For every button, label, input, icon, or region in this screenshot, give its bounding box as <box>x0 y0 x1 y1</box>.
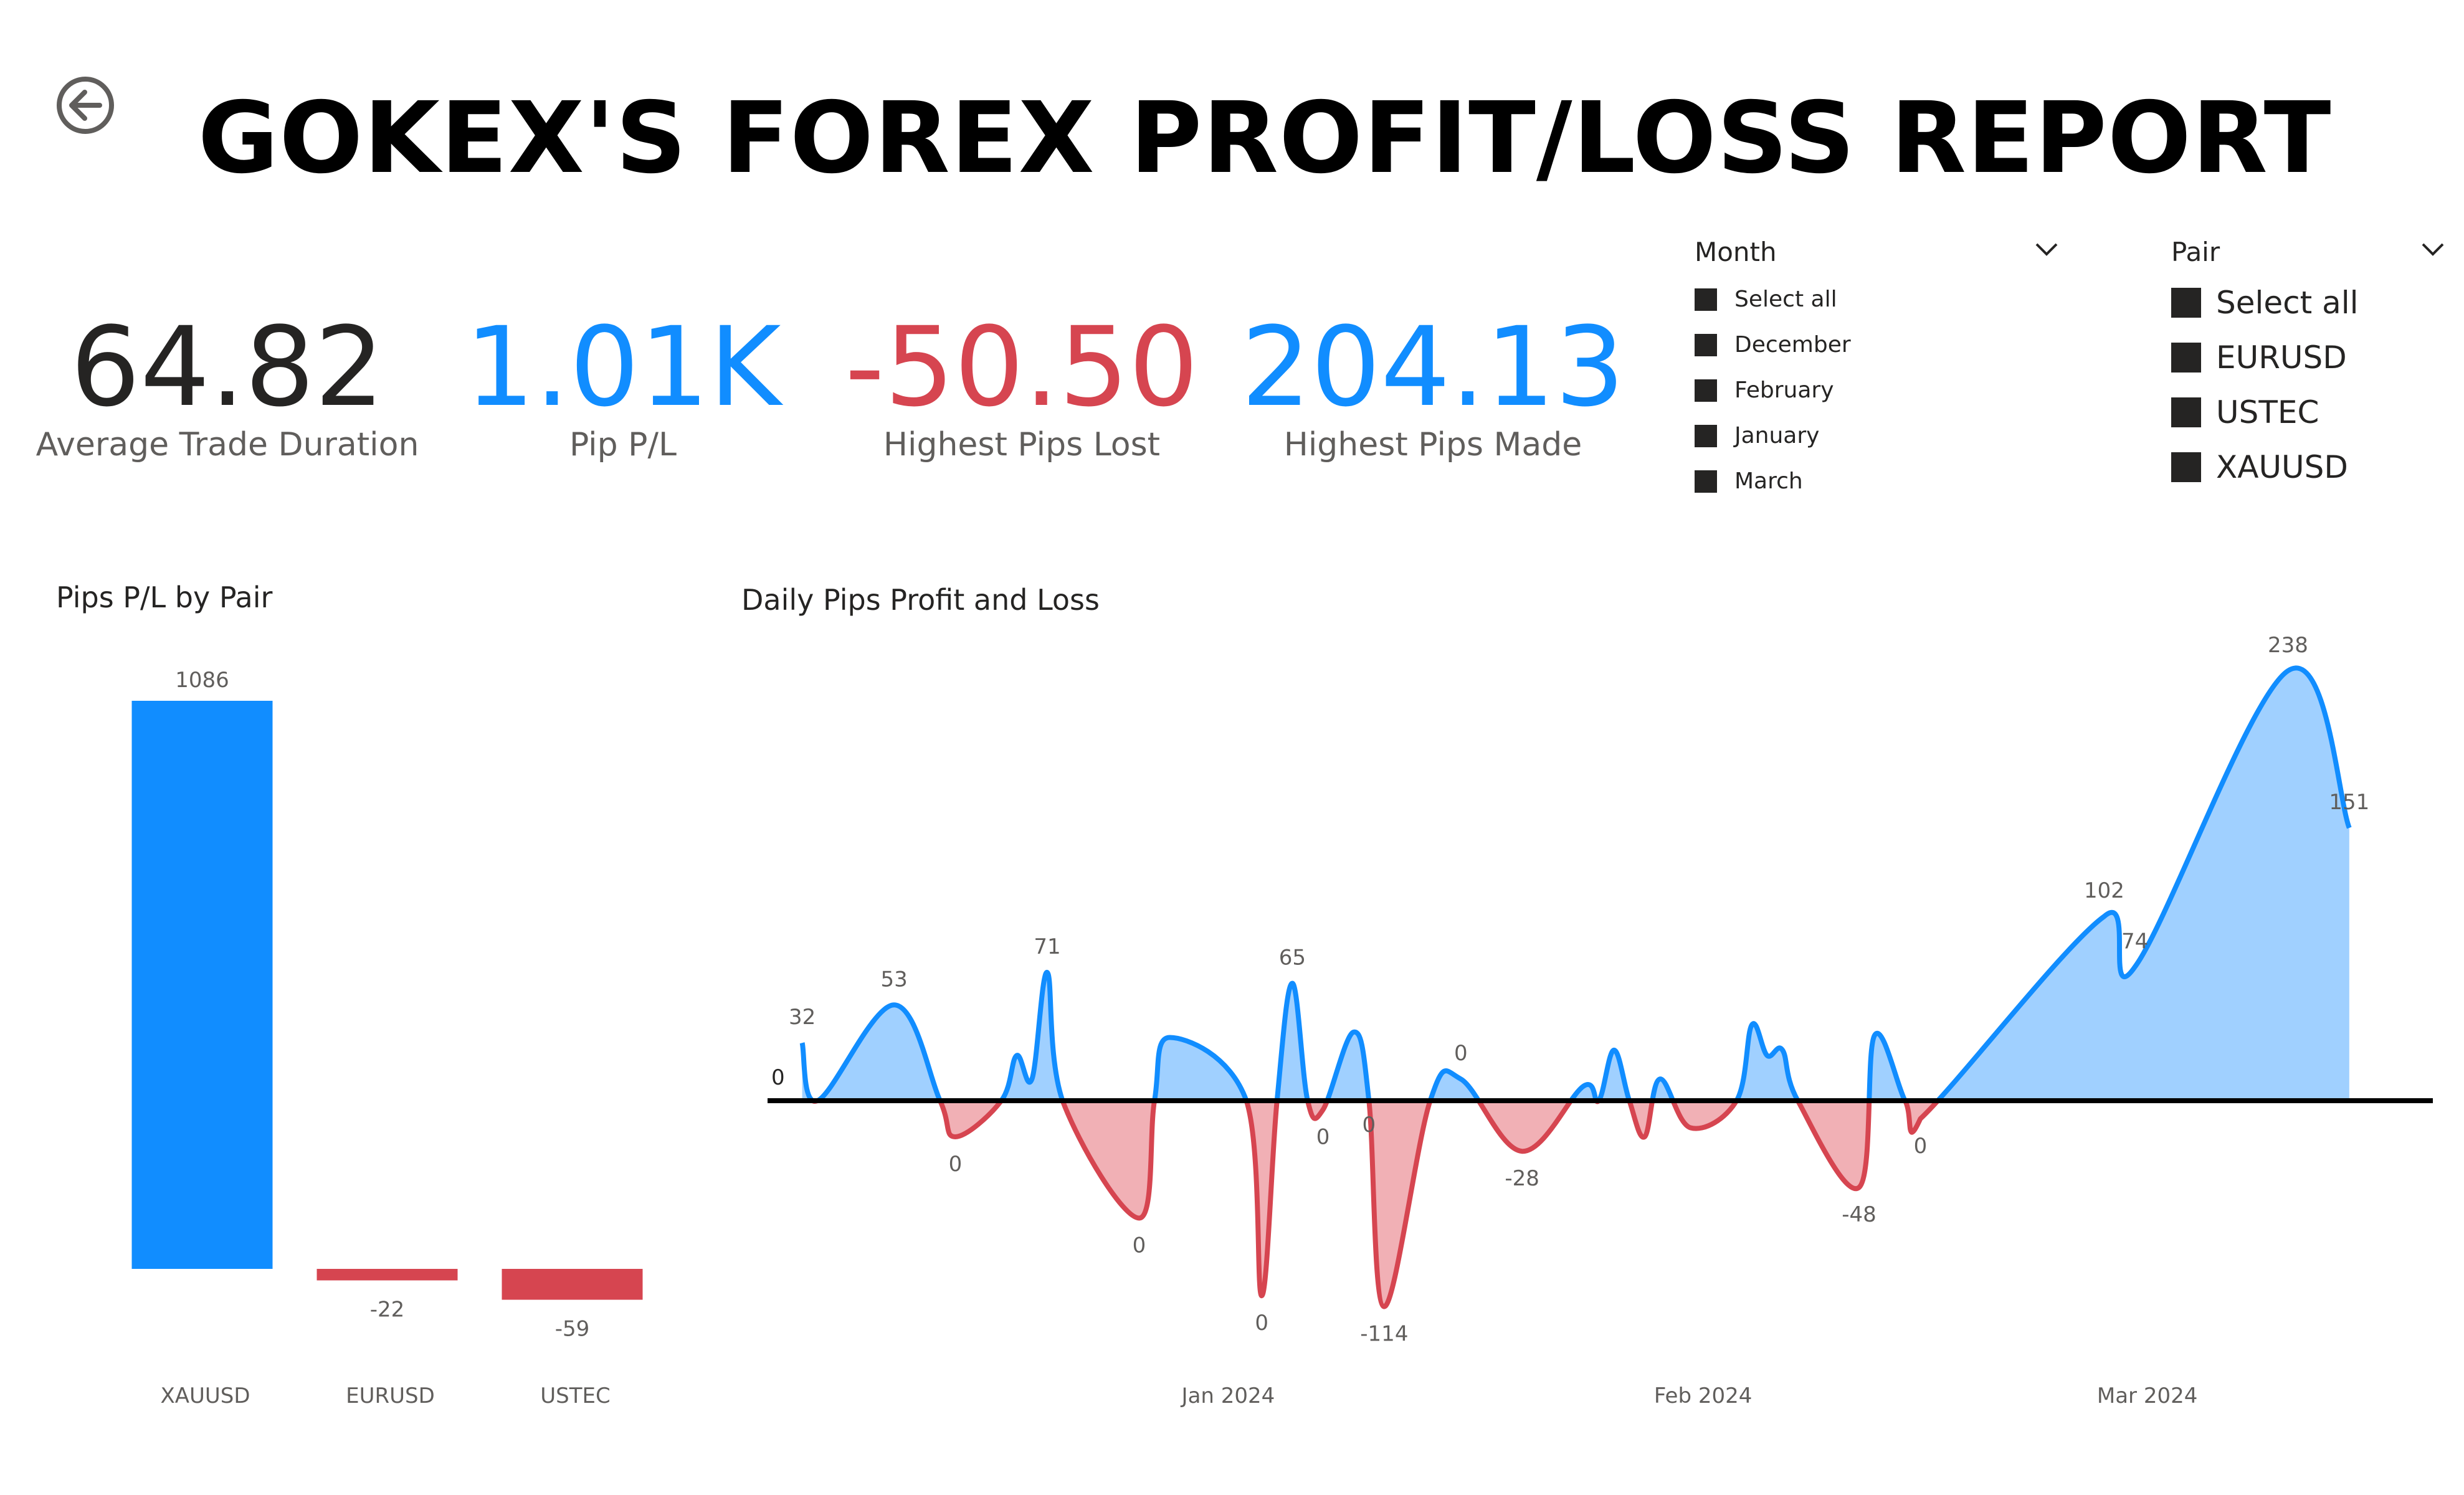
bar-xauusd <box>131 701 273 1269</box>
point-data-label: 74 <box>2121 929 2148 954</box>
kpi-label: Highest Pips Lost <box>883 426 1161 463</box>
zero-axis-label: 0 <box>771 1065 785 1090</box>
kpi-value: 1.01K <box>465 303 781 431</box>
checkbox[interactable] <box>1695 379 1717 402</box>
bar-chart-title: Pips P/L by Pair <box>56 581 273 614</box>
point-data-label: 71 <box>1034 934 1060 959</box>
point-data-label: 32 <box>789 1005 816 1030</box>
point-data-label: 53 <box>880 967 907 992</box>
bar-data-label: -59 <box>555 1317 590 1342</box>
kpi-card-pip-pl: 1.01K Pip P/L <box>436 303 810 464</box>
pair-option-select-all[interactable]: Select all <box>2171 275 2445 330</box>
point-data-label: 0 <box>949 1152 963 1177</box>
bar-eurusd <box>316 1269 458 1281</box>
checkbox[interactable] <box>2171 343 2201 373</box>
kpi-label: Highest Pips Made <box>1283 426 1582 463</box>
kpi-value: 204.13 <box>1241 303 1625 431</box>
month-option-january[interactable]: January <box>1695 413 2068 458</box>
bar-data-label: 1086 <box>175 668 229 693</box>
checkbox[interactable] <box>2171 452 2201 482</box>
chevron-down-icon[interactable] <box>2420 240 2445 259</box>
x-tick-label: XAUUSD <box>160 1383 250 1408</box>
option-label: January <box>1734 423 1820 448</box>
chevron-down-icon[interactable] <box>2034 240 2059 259</box>
kpi-value: -50.50 <box>845 303 1199 431</box>
option-label: USTEC <box>2216 394 2319 430</box>
pair-slicer-header[interactable]: Pair <box>2171 237 2445 274</box>
month-option-select-all[interactable]: Select all <box>1695 277 2068 322</box>
page-title: GOKEX'S FOREX PROFIT/LOSS REPORT <box>197 81 2332 196</box>
negative-area <box>802 1101 2349 1307</box>
month-slicer: Month Select all December February Janua… <box>1695 237 2068 504</box>
checkbox[interactable] <box>1695 333 1717 356</box>
point-data-label: 0 <box>1255 1311 1268 1336</box>
x-tick-label: Jan 2024 <box>1181 1383 1275 1408</box>
x-tick-label: Mar 2024 <box>2097 1383 2197 1408</box>
point-data-label: 102 <box>2084 878 2124 903</box>
point-data-label: -114 <box>1360 1322 1408 1347</box>
bar-ustec <box>502 1269 643 1300</box>
option-label: March <box>1734 468 1803 494</box>
back-button[interactable] <box>55 75 116 136</box>
positive-area <box>802 668 2349 1101</box>
month-option-march[interactable]: March <box>1695 458 2068 504</box>
month-option-february[interactable]: February <box>1695 368 2068 413</box>
point-data-label: -48 <box>1842 1202 1877 1227</box>
pair-slicer-title: Pair <box>2171 237 2220 267</box>
point-data-label: 151 <box>2329 790 2369 815</box>
point-data-label: 65 <box>1279 946 1306 971</box>
option-label: Select all <box>1734 287 1837 312</box>
back-arrow-icon <box>57 77 114 134</box>
x-tick-label: USTEC <box>540 1383 610 1408</box>
option-label: Select all <box>2216 285 2359 321</box>
option-label: XAUUSD <box>2216 449 2348 485</box>
pair-option-ustec[interactable]: USTEC <box>2171 385 2445 440</box>
pair-slicer: Pair Select all EURUSD USTEC XAUUSD <box>2171 237 2445 495</box>
pips-by-pair-bar-chart: 1086 XAUUSD -22 EURUSD -59 USTEC <box>131 668 643 1408</box>
option-label: EURUSD <box>2216 339 2347 376</box>
checkbox[interactable] <box>2171 397 2201 427</box>
month-option-december[interactable]: December <box>1695 322 2068 368</box>
kpi-value: 64.82 <box>70 303 384 431</box>
area-chart-title: Daily Pips Profit and Loss <box>741 583 1100 617</box>
profit-line <box>799 665 2352 1101</box>
option-label: February <box>1734 377 1834 403</box>
kpi-label: Average Trade Duration <box>36 426 419 463</box>
x-tick-label: Feb 2024 <box>1654 1383 1753 1408</box>
month-slicer-title: Month <box>1695 237 1777 267</box>
pair-slicer-list: Select all EURUSD USTEC XAUUSD <box>2171 275 2445 495</box>
checkbox[interactable] <box>2171 288 2201 318</box>
point-data-label: 238 <box>2268 633 2308 658</box>
kpi-card-highest-pips-made: 204.13 Highest Pips Made <box>1240 303 1626 464</box>
checkbox[interactable] <box>1695 288 1717 311</box>
option-label: December <box>1734 332 1851 358</box>
point-data-label: 0 <box>1362 1113 1376 1137</box>
month-slicer-header[interactable]: Month <box>1695 237 2068 274</box>
loss-line <box>809 1101 1941 1309</box>
point-data-label: 0 <box>1316 1125 1330 1150</box>
checkbox[interactable] <box>1695 424 1717 447</box>
checkbox[interactable] <box>1695 470 1717 493</box>
bar-data-label: -22 <box>370 1297 405 1322</box>
pair-option-eurusd[interactable]: EURUSD <box>2171 330 2445 385</box>
kpi-label: Pip P/L <box>569 426 677 463</box>
point-data-label: 0 <box>1914 1134 1928 1159</box>
point-data-label: -28 <box>1505 1166 1539 1191</box>
month-slicer-list: Select all December February January Mar… <box>1695 277 2068 504</box>
kpi-card-average-trade-duration: 64.82 Average Trade Duration <box>25 303 430 464</box>
point-data-label: 0 <box>1133 1233 1146 1258</box>
kpi-card-highest-pips-lost: -50.50 Highest Pips Lost <box>829 303 1215 464</box>
x-tick-label: EURUSD <box>346 1383 435 1408</box>
pair-option-xauusd[interactable]: XAUUSD <box>2171 440 2445 495</box>
point-data-label: 0 <box>1454 1041 1468 1066</box>
